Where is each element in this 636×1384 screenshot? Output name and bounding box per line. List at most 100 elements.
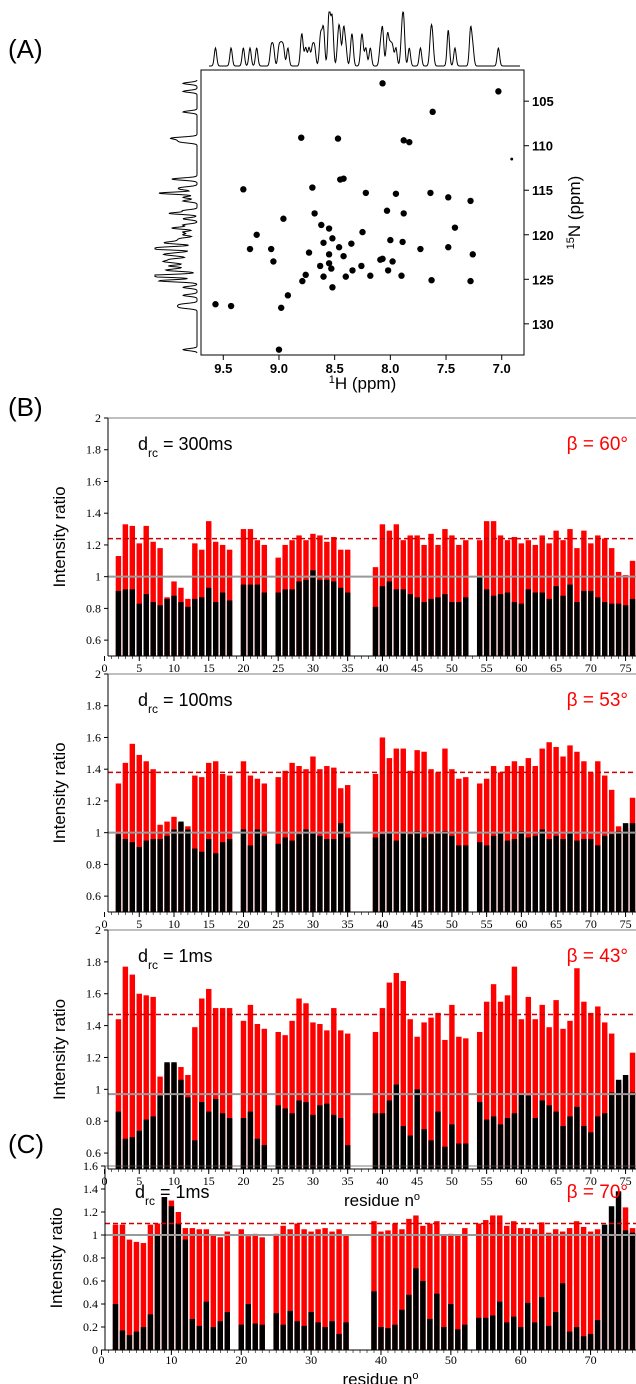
spectrum-peak [387, 236, 394, 244]
black-bar [240, 584, 247, 656]
black-bar [210, 1327, 217, 1350]
black-bar [629, 823, 636, 912]
red-bar [595, 761, 601, 912]
black-bar [147, 1314, 154, 1350]
x-tick-label: 35 [342, 1174, 354, 1188]
black-bar [581, 1125, 587, 1169]
x-tick-label: 75 [620, 917, 632, 931]
y-tick-label: 0.4 [83, 1297, 98, 1311]
spectrum-y-tick-label: 120 [532, 228, 554, 243]
black-bar [296, 834, 302, 912]
spectrum-peak [340, 252, 347, 260]
spectrum-peak-minor [510, 157, 514, 161]
red-bar [524, 1228, 531, 1350]
black-bar [282, 1108, 288, 1169]
black-bar [226, 839, 233, 912]
black-bar [206, 587, 212, 656]
red-bar [399, 1229, 405, 1350]
black-bar [476, 842, 483, 912]
black-bar [240, 1118, 247, 1169]
y-tick-label: 1.4 [86, 1019, 101, 1033]
red-bar [449, 1004, 455, 1169]
red-bar [254, 1024, 261, 1169]
black-bar [560, 595, 566, 656]
black-bar [261, 835, 268, 912]
y-tick-label: 0.6 [83, 1274, 98, 1288]
black-bar [178, 1079, 184, 1169]
black-bar [581, 590, 587, 656]
black-bar [157, 605, 163, 656]
red-bar [280, 1225, 286, 1350]
black-bar [150, 839, 156, 912]
black-bar [115, 834, 122, 912]
black-bar [435, 597, 441, 656]
red-bar [449, 535, 455, 656]
red-bar [525, 996, 532, 1169]
black-bar [490, 1315, 496, 1350]
black-bar [289, 589, 295, 656]
red-bar [143, 525, 149, 656]
black-bar [504, 840, 511, 912]
red-bar [143, 761, 149, 912]
drc-annotation: drc = 300ms [138, 434, 233, 460]
black-bar [602, 1113, 608, 1169]
red-bar [552, 1229, 559, 1350]
red-bar [441, 1235, 447, 1350]
spectrum-x-tick-label: 8.5 [326, 361, 344, 376]
red-bar [129, 743, 136, 912]
black-bar [483, 1317, 489, 1350]
black-bar [219, 592, 226, 656]
spectrum-peak [367, 272, 374, 279]
red-bar [553, 746, 559, 912]
spectrum-peak [328, 265, 335, 272]
red-bar [247, 775, 254, 912]
y-tick-label: 0.8 [86, 857, 101, 871]
black-bar [490, 1116, 497, 1169]
black-bar [178, 821, 184, 912]
red-bar [455, 1235, 461, 1350]
red-bar [504, 1225, 510, 1350]
panel-label-a: (A) [8, 34, 43, 64]
red-bar [427, 1223, 433, 1350]
x-tick-label: 50 [446, 1174, 458, 1188]
x-axis-label: residue no [342, 1370, 418, 1384]
black-bar [261, 592, 268, 656]
red-bar [546, 742, 552, 912]
red-bar [476, 1223, 482, 1350]
black-bar [226, 600, 233, 656]
black-bar [511, 839, 518, 912]
black-bar [456, 602, 462, 656]
x-tick-label: 0 [99, 1353, 105, 1367]
black-bar [261, 1145, 268, 1169]
black-bar [136, 1130, 142, 1169]
black-bar [622, 1230, 629, 1350]
red-bar [212, 541, 219, 656]
y-tick-label: 0 [92, 1343, 98, 1357]
black-bar [588, 590, 594, 656]
red-bar [421, 1022, 427, 1169]
black-bar [525, 589, 532, 656]
spectrum-peak [445, 244, 452, 251]
black-bar [254, 1138, 261, 1169]
x-tick-label: 30 [307, 917, 319, 931]
y-tick-label: 0.2 [83, 1320, 98, 1334]
black-bar [129, 842, 136, 912]
spectrum-peak [240, 186, 247, 193]
black-bar [601, 1224, 608, 1350]
red-bar [322, 1228, 328, 1350]
black-bar [421, 602, 427, 656]
red-bar [476, 1031, 483, 1169]
black-bar [247, 584, 254, 656]
black-bar [511, 602, 518, 656]
black-bar [414, 831, 420, 912]
red-bar [336, 1229, 342, 1350]
red-bar [435, 1012, 441, 1169]
black-bar [428, 834, 434, 912]
black-bar [393, 840, 400, 912]
black-bar [317, 1105, 323, 1169]
black-bar [581, 839, 587, 912]
drc-symbol: d [138, 946, 148, 966]
black-bar [560, 839, 566, 912]
black-bar [449, 835, 455, 912]
black-bar [338, 1118, 344, 1169]
